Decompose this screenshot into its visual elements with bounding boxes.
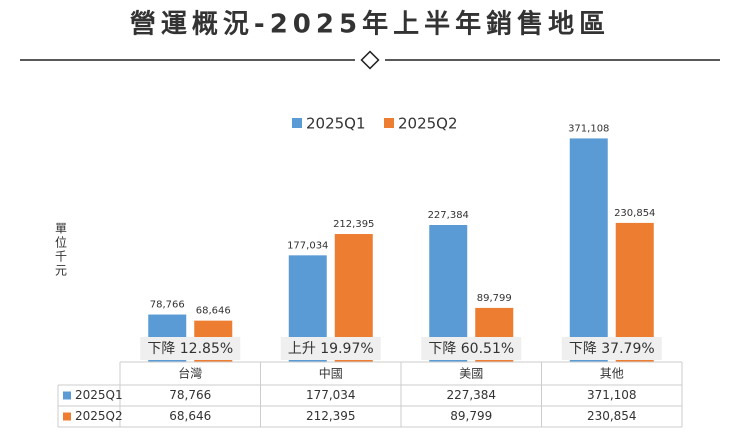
bar: [569, 138, 608, 362]
table-cell: 230,854: [587, 409, 637, 423]
table-cell: 78,766: [169, 388, 211, 402]
annotation-box: [280, 337, 381, 360]
legend-swatch: [384, 118, 394, 128]
annotation-box: [421, 337, 522, 360]
annotation: 下降 12.85%: [147, 341, 233, 357]
annotation: 上升 19.97%: [288, 341, 374, 357]
annotation: 下降 37.79%: [569, 341, 655, 357]
x-tick-label: 美國: [459, 367, 483, 381]
value-label: 78,766: [150, 300, 185, 311]
x-tick-label: 中國: [319, 366, 343, 381]
table-cell: 89,799: [450, 409, 492, 423]
chart-title: 營運概況-2025年上半年銷售地區: [130, 9, 610, 40]
x-tick-label: 其他: [600, 367, 624, 381]
table-cell: 227,384: [446, 388, 496, 402]
value-label: 212,395: [333, 219, 374, 230]
table-cell: 212,395: [306, 409, 356, 423]
table-row-label: 2025Q1: [75, 388, 123, 402]
annotation-box: [561, 337, 662, 360]
x-tick-label: 台灣: [178, 366, 202, 381]
table-legend-swatch: [63, 391, 71, 400]
divider-diamond: [360, 50, 380, 70]
table-legend-swatch: [63, 412, 71, 421]
table-cell: 177,034: [306, 388, 356, 402]
value-label: 230,854: [614, 208, 655, 219]
y-axis-label: 單位千元: [54, 222, 68, 278]
legend-label: 2025Q2: [398, 115, 458, 133]
value-label: 177,034: [287, 240, 328, 251]
legend-swatch: [292, 118, 302, 128]
annotation: 下降 60.51%: [428, 341, 514, 357]
value-label: 371,108: [568, 123, 609, 134]
legend-label: 2025Q1: [306, 115, 366, 133]
value-label: 89,799: [477, 293, 512, 304]
value-label: 227,384: [428, 210, 469, 221]
annotation-box: [140, 337, 241, 360]
table-row-label: 2025Q2: [75, 409, 123, 423]
table-cell: 68,646: [169, 409, 211, 423]
value-label: 68,646: [196, 306, 231, 317]
table-cell: 371,108: [587, 388, 637, 402]
